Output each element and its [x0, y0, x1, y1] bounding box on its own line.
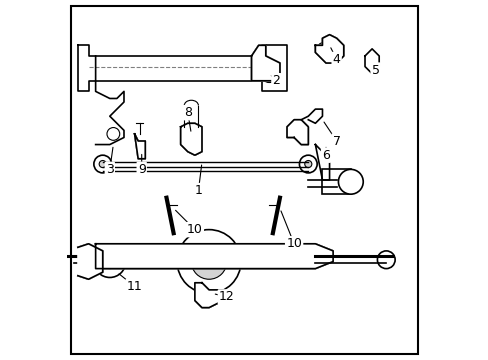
Text: 12: 12 [219, 291, 234, 303]
Circle shape [107, 127, 120, 140]
Polygon shape [96, 244, 332, 269]
Text: 9: 9 [138, 163, 145, 176]
Text: 7: 7 [332, 135, 340, 148]
Circle shape [177, 230, 241, 293]
Circle shape [304, 161, 311, 168]
Circle shape [94, 246, 125, 278]
Text: 11: 11 [126, 280, 142, 293]
Polygon shape [195, 283, 223, 307]
Bar [322, 169, 350, 194]
Circle shape [332, 43, 340, 51]
Text: 3: 3 [106, 163, 114, 176]
Polygon shape [78, 244, 102, 279]
Circle shape [102, 255, 117, 269]
Text: 6: 6 [322, 149, 329, 162]
Circle shape [338, 169, 363, 194]
Text: 8: 8 [183, 106, 191, 119]
Text: 10: 10 [285, 237, 302, 250]
Polygon shape [315, 35, 343, 63]
Text: 2: 2 [272, 74, 280, 87]
Text: 4: 4 [332, 53, 340, 66]
Circle shape [377, 251, 394, 269]
Circle shape [99, 161, 106, 168]
Polygon shape [134, 134, 145, 159]
Polygon shape [181, 123, 202, 155]
Circle shape [260, 65, 278, 82]
Circle shape [94, 155, 111, 173]
Polygon shape [286, 120, 307, 145]
Circle shape [318, 43, 326, 51]
Circle shape [191, 244, 226, 279]
Polygon shape [251, 45, 279, 81]
Text: 10: 10 [186, 223, 203, 236]
Circle shape [299, 155, 317, 173]
Text: 1: 1 [194, 184, 202, 197]
Text: 5: 5 [371, 64, 379, 77]
